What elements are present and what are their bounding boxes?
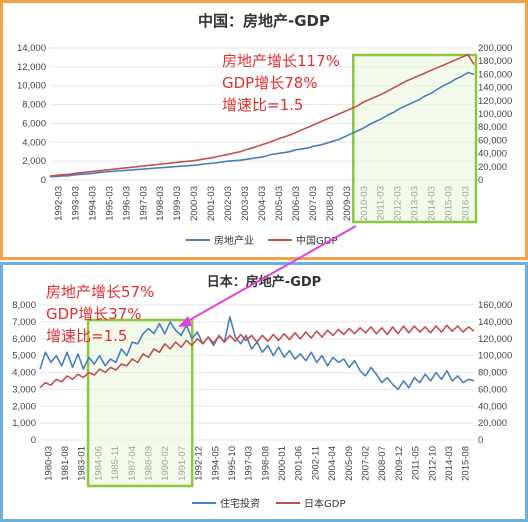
japan-x-tick: 1997-03 — [244, 446, 255, 481]
china-x-tick: 2007-03 — [308, 186, 319, 221]
china-x-tick: 1993-03 — [70, 186, 81, 221]
china-y-left-tick: 4,000 — [22, 137, 46, 148]
china-legend: 房地产业 中国GDP — [186, 234, 337, 247]
japan-y-left-tick: 2,000 — [12, 401, 36, 412]
japan-annotation-property-growth: 房地产增长57% — [46, 283, 154, 301]
china-y-left-tick: 14,000 — [17, 43, 46, 54]
japan-x-tick: 1998-08 — [260, 446, 271, 481]
japan-x-tick: 1983-01 — [77, 446, 88, 481]
japan-y-left-tick: 0 — [31, 435, 36, 446]
china-x-tick: 1994-03 — [87, 186, 98, 221]
china-y-left-tick: 2,000 — [22, 156, 46, 167]
china-plot-area: 0 2,000 4,000 6,000 8,000 10,000 12,000 14,000 0… — [17, 43, 512, 224]
japan-y-left-tick: 4,000 — [12, 368, 36, 379]
japan-highlight-box — [86, 318, 194, 488]
japan-legend: 住宅投资 日本GDP — [192, 497, 345, 510]
china-y-left-tick: 0 — [41, 175, 46, 186]
japan-y-left-tick: 1,000 — [12, 418, 36, 429]
china-y-right-tick: 0 — [478, 175, 483, 186]
china-y-right-tick: 180,000 — [478, 56, 512, 67]
japan-y-left-tick: 8,000 — [12, 300, 36, 311]
china-y-right-tick: 80,000 — [478, 122, 507, 133]
china-legend-property: 房地产业 — [214, 234, 254, 247]
china-y-right-tick: 60,000 — [478, 135, 507, 146]
china-y-left-tick: 6,000 — [22, 118, 46, 129]
japan-x-tick: 2007-02 — [361, 446, 372, 481]
japan-annotation-growth-ratio: 增速比=1.5 — [46, 327, 127, 345]
japan-plot-area: 0 1,000 2,000 3,000 4,000 5,000 6,000 7,000 8,00… — [12, 300, 512, 488]
china-x-tick: 2000-03 — [189, 186, 200, 221]
japan-y-right-tick: 0 — [478, 435, 483, 446]
china-x-tick: 1997-03 — [138, 186, 149, 221]
china-y-right-tick: 200,000 — [478, 43, 512, 54]
japan-y-right-tick: 160,000 — [478, 300, 512, 311]
japan-x-tick: 2011-05 — [411, 446, 422, 480]
japan-x-tick: 2015-08 — [461, 446, 472, 481]
china-annotation-gdp-growth: GDP增长78% — [222, 74, 318, 92]
japan-y-right-tick: 100,000 — [478, 351, 512, 362]
japan-x-tick: 2000-01 — [277, 446, 288, 481]
japan-legend-investment: 住宅投资 — [220, 497, 260, 510]
japan-legend-gdp: 日本GDP — [304, 497, 345, 510]
japan-x-tick: 2001-06 — [294, 446, 305, 481]
china-y-left-tick: 10,000 — [17, 81, 46, 92]
comparison-arrow — [185, 225, 357, 323]
japan-y-right-tick: 40,000 — [478, 401, 507, 412]
japan-chart-title: 日本：房地产-GDP — [207, 274, 321, 290]
china-y-left-tick: 12,000 — [17, 62, 46, 73]
japan-x-tick: 2002-11 — [310, 446, 321, 480]
china-series-line-1 — [49, 53, 475, 177]
japan-y-left-tick: 6,000 — [12, 334, 36, 345]
china-x-tick: 1995-03 — [104, 186, 115, 221]
china-x-tick: 2006-03 — [291, 186, 302, 221]
japan-y-right-tick: 20,000 — [478, 418, 507, 429]
japan-x-tick: 1992-12 — [194, 446, 205, 481]
japan-y-right-tick: 80,000 — [478, 368, 507, 379]
china-annotation-growth-ratio: 增速比=1.5 — [222, 96, 303, 114]
china-y-right-tick: 160,000 — [478, 69, 512, 80]
japan-x-tick: 2014-03 — [444, 446, 455, 481]
china-annotation-property-growth: 房地产增长117% — [222, 52, 340, 70]
japan-y-left-tick: 7,000 — [12, 317, 36, 328]
japan-x-tick: 1995-10 — [227, 446, 238, 481]
china-x-tick: 2004-03 — [257, 186, 268, 221]
china-y-right-tick: 140,000 — [478, 83, 512, 94]
china-y-left-tick: 8,000 — [22, 100, 46, 111]
japan-y-right-tick: 60,000 — [478, 384, 507, 395]
china-y-right-tick: 100,000 — [478, 109, 512, 120]
japan-y-right-tick: 140,000 — [478, 317, 512, 328]
china-x-tick: 1998-03 — [155, 186, 166, 221]
china-legend-gdp: 中国GDP — [296, 234, 337, 247]
china-x-tick: 2005-03 — [274, 186, 285, 221]
china-y-right-tick: 120,000 — [478, 96, 512, 107]
japan-series-line-1 — [39, 324, 475, 389]
china-x-tick: 1996-03 — [121, 186, 132, 221]
china-x-tick: 2008-03 — [325, 186, 336, 221]
japan-annotation-gdp-growth: GDP增长37% — [46, 305, 142, 323]
china-chart-title: 中国：房地产-GDP — [198, 12, 330, 30]
japan-x-tick: 2012-10 — [427, 446, 438, 481]
japan-x-tick: 2004-04 — [327, 446, 338, 481]
japan-x-tick: 2009-12 — [394, 446, 405, 481]
china-y-right-tick: 40,000 — [478, 149, 507, 160]
japan-x-tick: 1994-05 — [210, 446, 221, 481]
china-x-tick: 2009-03 — [342, 186, 353, 221]
china-x-tick: 2003-03 — [240, 186, 251, 221]
china-x-tick: 1999-03 — [172, 186, 183, 221]
japan-x-tick: 2005-09 — [344, 446, 355, 481]
china-x-tick: 1992-03 — [53, 186, 64, 221]
china-x-tick: 2002-03 — [223, 186, 234, 221]
japan-y-left-tick: 3,000 — [12, 384, 36, 395]
japan-y-right-tick: 120,000 — [478, 334, 512, 345]
japan-x-tick: 2008-07 — [377, 446, 388, 481]
china-y-right-tick: 20,000 — [478, 162, 507, 173]
japan-x-tick: 1981-08 — [60, 446, 71, 481]
china-highlight-box — [352, 53, 478, 224]
japan-y-left-tick: 5,000 — [12, 351, 36, 362]
china-series-line-0 — [49, 71, 475, 178]
china-x-tick: 2001-03 — [206, 186, 217, 221]
comparison-arrow-head — [178, 316, 192, 327]
japan-x-tick: 1980-03 — [43, 446, 54, 481]
